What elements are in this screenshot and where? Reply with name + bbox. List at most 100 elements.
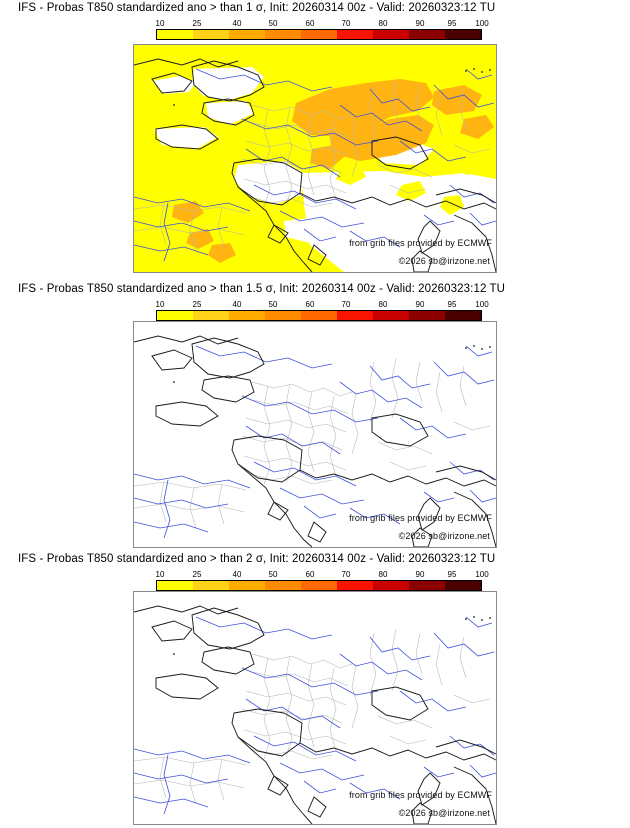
prob-fill-orange (172, 201, 204, 223)
colorbar-ticks: 10 25 40 50 60 70 80 90 95 100 (152, 569, 489, 580)
colorbar-tick-60: 60 (305, 19, 315, 28)
colorbar-sigma-2: 10 25 40 50 60 70 80 90 95 100 (152, 569, 489, 591)
colorbar-tick-100: 100 (475, 19, 489, 28)
prob-fill-orange (186, 229, 214, 249)
colorbar-tick-70: 70 (341, 300, 351, 309)
credit-ecmwf-sigma-1p5: from grib files provided by ECMWF (349, 513, 492, 523)
prob-fill-orange (292, 79, 434, 137)
island-dots (173, 616, 491, 655)
coastlines (134, 605, 496, 824)
colorbar-tick-80: 80 (378, 570, 388, 579)
colorbar-tick-25: 25 (192, 570, 202, 579)
colorbar-tick-100: 100 (475, 300, 489, 309)
map-sigma-1[interactable]: from grib files provided by ECMWF ©2026 … (133, 44, 497, 273)
credit-ecmwf-sigma-1: from grib files provided by ECMWF (349, 238, 492, 248)
colorbar-segment-7 (409, 581, 445, 590)
colorbar-tick-80: 80 (378, 300, 388, 309)
coastlines (134, 58, 496, 272)
panel-sigma-1: IFS - Probas T850 standardized ano > tha… (0, 0, 630, 273)
rivers (134, 345, 496, 539)
colorbar-segment-8 (445, 311, 481, 320)
panel-title-sigma-2: IFS - Probas T850 standardized ano > tha… (18, 553, 496, 565)
colorbar-tick-25: 25 (192, 300, 202, 309)
colorbar-ticks: 10 25 40 50 60 70 80 90 95 100 (152, 18, 489, 29)
prob-fill-orange (460, 115, 494, 139)
colorbar-tick-25: 25 (192, 19, 202, 28)
coastlines (134, 335, 496, 547)
colorbar-tick-95: 95 (447, 19, 457, 28)
colorbar-segment-8 (445, 581, 481, 590)
colorbar-tick-10: 10 (155, 19, 165, 28)
panel-title-sigma-1: IFS - Probas T850 standardized ano > tha… (18, 2, 496, 14)
colorbar-gradient (156, 310, 482, 321)
colorbar-tick-40: 40 (232, 19, 242, 28)
colorbar-segment-6 (373, 30, 409, 39)
prob-fill-orange (208, 243, 236, 263)
colorbar-sigma-1p5: 10 25 40 50 60 70 80 90 95 100 (152, 299, 489, 321)
colorbar-tick-100: 100 (475, 570, 489, 579)
rivers (134, 616, 496, 815)
colorbar-sigma-1: 10 25 40 50 60 70 80 90 95 100 (152, 18, 489, 40)
colorbar-ticks: 10 25 40 50 60 70 80 90 95 100 (152, 299, 489, 310)
panel-title-sigma-1p5: IFS - Probas T850 standardized ano > tha… (18, 283, 506, 295)
colorbar-gradient (156, 580, 482, 591)
colorbar-segment-0 (157, 30, 193, 39)
colorbar-tick-60: 60 (305, 570, 315, 579)
colorbar-segment-6 (373, 311, 409, 320)
colorbar-segment-5 (337, 30, 373, 39)
colorbar-tick-80: 80 (378, 19, 388, 28)
colorbar-tick-90: 90 (415, 300, 425, 309)
colorbar-tick-90: 90 (415, 19, 425, 28)
admin-borders (134, 80, 491, 252)
colorbar-tick-70: 70 (341, 570, 351, 579)
colorbar-tick-40: 40 (232, 570, 242, 579)
map-canvas-sigma-1p5 (134, 322, 496, 547)
prob-fill-yellow (396, 181, 426, 201)
map-canvas-sigma-2 (134, 592, 496, 824)
colorbar-segment-3 (265, 581, 301, 590)
panel-sigma-1p5: IFS - Probas T850 standardized ano > tha… (0, 281, 630, 548)
island-dots (173, 68, 491, 106)
colorbar-tick-40: 40 (232, 300, 242, 309)
colorbar-segment-5 (337, 581, 373, 590)
colorbar-segment-4 (301, 30, 337, 39)
colorbar-segment-2 (229, 30, 265, 39)
prob-hole (234, 161, 304, 205)
colorbar-tick-50: 50 (268, 19, 278, 28)
credit-ecmwf-sigma-2: from grib files provided by ECMWF (349, 790, 492, 800)
colorbar-segment-3 (265, 311, 301, 320)
panel-sigma-2: IFS - Probas T850 standardized ano > tha… (0, 551, 630, 825)
map-sigma-1p5[interactable]: from grib files provided by ECMWF ©2026 … (133, 321, 497, 548)
colorbar-tick-95: 95 (447, 570, 457, 579)
map-canvas-sigma-1 (134, 45, 496, 272)
colorbar-segment-0 (157, 311, 193, 320)
prob-fill-yellow (134, 191, 260, 251)
colorbar-tick-70: 70 (341, 19, 351, 28)
colorbar-segment-2 (229, 581, 265, 590)
colorbar-segment-0 (157, 581, 193, 590)
prob-fill-yellow (440, 195, 464, 215)
island-dots (173, 345, 491, 383)
colorbar-segment-6 (373, 581, 409, 590)
colorbar-tick-10: 10 (155, 570, 165, 579)
credit-copyright-sigma-2: ©2026 sb@irizone.net (398, 808, 490, 818)
colorbar-segment-4 (301, 311, 337, 320)
colorbar-tick-90: 90 (415, 570, 425, 579)
colorbar-segment-4 (301, 581, 337, 590)
colorbar-segment-7 (409, 30, 445, 39)
colorbar-segment-1 (193, 581, 229, 590)
colorbar-gradient (156, 29, 482, 40)
prob-hole (154, 127, 218, 149)
prob-fill-yellow (134, 237, 230, 272)
admin-borders (134, 357, 491, 529)
colorbar-tick-95: 95 (447, 300, 457, 309)
colorbar-tick-50: 50 (268, 300, 278, 309)
credit-copyright-sigma-1p5: ©2026 sb@irizone.net (398, 531, 490, 541)
map-sigma-2[interactable]: from grib files provided by ECMWF ©2026 … (133, 591, 497, 825)
colorbar-segment-3 (265, 30, 301, 39)
colorbar-segment-1 (193, 30, 229, 39)
colorbar-segment-8 (445, 30, 481, 39)
colorbar-segment-5 (337, 311, 373, 320)
credit-copyright-sigma-1: ©2026 sb@irizone.net (398, 256, 490, 266)
colorbar-segment-7 (409, 311, 445, 320)
